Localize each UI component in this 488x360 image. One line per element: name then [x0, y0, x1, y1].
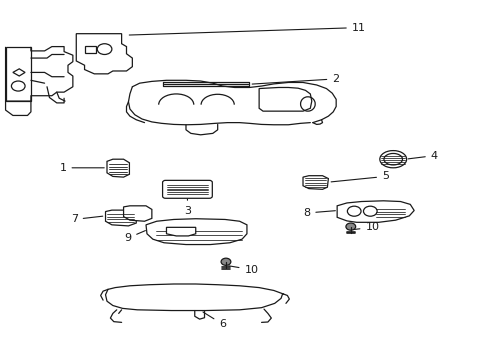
FancyBboxPatch shape [162, 180, 212, 198]
Text: 5: 5 [330, 171, 388, 182]
Polygon shape [85, 45, 96, 53]
Polygon shape [5, 47, 31, 101]
Polygon shape [259, 87, 311, 111]
Polygon shape [107, 159, 129, 177]
Text: 10: 10 [353, 222, 379, 232]
Text: 9: 9 [124, 231, 145, 243]
Polygon shape [303, 176, 328, 189]
Text: 2: 2 [252, 74, 339, 84]
Circle shape [345, 223, 355, 230]
Polygon shape [76, 34, 132, 74]
Polygon shape [166, 227, 195, 236]
Polygon shape [13, 69, 25, 76]
Text: 11: 11 [129, 23, 365, 35]
Text: 1: 1 [60, 163, 104, 173]
Text: 3: 3 [183, 199, 190, 216]
Polygon shape [336, 201, 413, 222]
Circle shape [221, 258, 230, 265]
Text: 10: 10 [228, 265, 258, 275]
Polygon shape [105, 210, 136, 226]
Text: 8: 8 [303, 208, 335, 218]
Text: 4: 4 [407, 150, 437, 161]
Polygon shape [123, 206, 152, 221]
Text: 7: 7 [70, 215, 102, 224]
Text: 6: 6 [203, 312, 225, 329]
Polygon shape [146, 219, 246, 244]
